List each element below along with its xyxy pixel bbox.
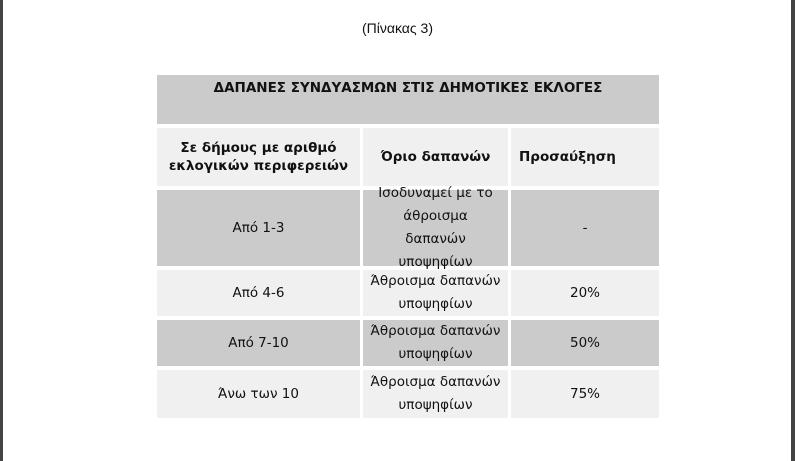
row4-increase: 75% <box>511 370 659 418</box>
row1-increase: - <box>511 190 659 266</box>
row3-districts: Από 7-10 <box>157 320 360 366</box>
table-title: ΔΑΠΑΝΕΣ ΣΥΝΔΥΑΣΜΩΝ ΣΤΙΣ ΔΗΜΟΤΙΚΕΣ ΕΚΛΟΓΕ… <box>157 75 659 124</box>
table-caption: (Πίνακας 3) <box>362 20 433 36</box>
row2-increase: 20% <box>511 270 659 316</box>
row3-increase: 50% <box>511 320 659 366</box>
row2-districts: Από 4-6 <box>157 270 360 316</box>
row2-limit: Άθροισμα δαπανών υποψηφίων <box>363 270 508 316</box>
header-increase: Προσαύξηση <box>511 128 659 186</box>
row1-limit: Ισοδυναμεί με το άθροισμα δαπανών υποψηφ… <box>363 185 508 270</box>
row4-districts: Άνω των 10 <box>157 370 360 418</box>
header-districts: Σε δήμους με αριθμό εκλογικών περιφερειώ… <box>157 128 360 186</box>
window-edge-left <box>0 0 3 461</box>
row4-limit: Άθροισμα δαπανών υποψηφίων <box>363 370 508 418</box>
row3-limit: Άθροισμα δαπανών υποψηφίων <box>363 320 508 366</box>
window-edge-right <box>791 0 795 461</box>
header-limit: Όριο δαπανών <box>363 128 508 186</box>
row1-districts: Από 1-3 <box>157 190 360 266</box>
